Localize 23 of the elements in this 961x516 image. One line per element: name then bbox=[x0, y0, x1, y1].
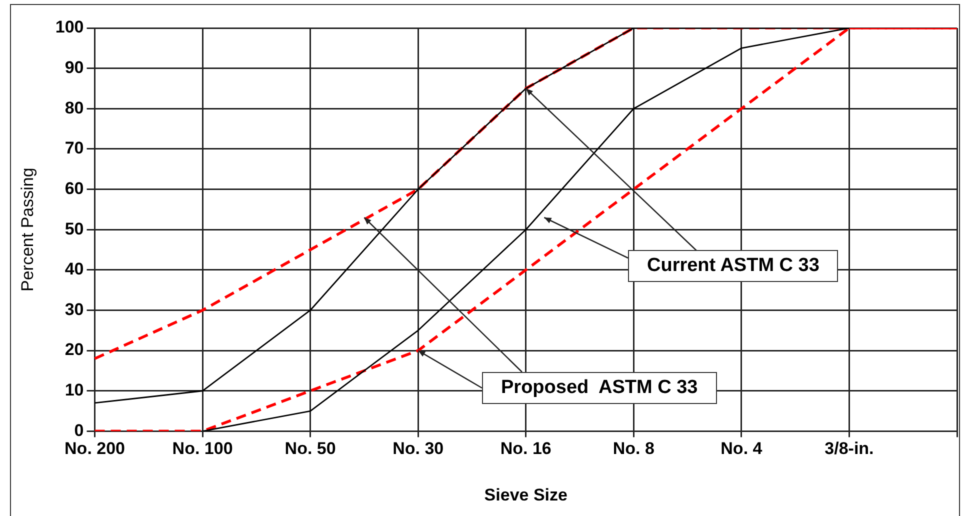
x-tick-label: No. 50 bbox=[284, 439, 336, 458]
annotation: Proposed ASTM C 33 bbox=[482, 372, 717, 404]
x-tick-label: No. 100 bbox=[172, 439, 233, 458]
x-axis-title: Sieve Size bbox=[484, 485, 568, 504]
y-tick-label: 0 bbox=[74, 420, 84, 440]
x-tick-label: 3/8-in. bbox=[824, 439, 874, 458]
y-tick-label: 50 bbox=[64, 219, 84, 238]
y-tick-label: 80 bbox=[64, 98, 84, 118]
x-tick-label: No. 30 bbox=[392, 439, 444, 458]
y-tick-label: 40 bbox=[64, 260, 84, 279]
y-tick-label: 20 bbox=[64, 340, 84, 360]
annotation: Current ASTM C 33 bbox=[628, 250, 838, 282]
y-tick-label: 60 bbox=[64, 178, 84, 198]
y-tick-label: 90 bbox=[64, 58, 84, 78]
y-tick-label: 30 bbox=[64, 300, 84, 319]
x-tick-label: No. 4 bbox=[720, 439, 763, 458]
y-tick-label: 70 bbox=[64, 138, 84, 158]
x-tick-label: No. 16 bbox=[500, 439, 552, 458]
x-tick-label: No. 200 bbox=[64, 439, 126, 458]
y-axis-title: Percent Passing bbox=[18, 168, 37, 292]
y-tick-label: 10 bbox=[64, 380, 84, 400]
y-tick-label: 100 bbox=[55, 18, 84, 37]
x-tick-label: No. 8 bbox=[612, 439, 654, 458]
